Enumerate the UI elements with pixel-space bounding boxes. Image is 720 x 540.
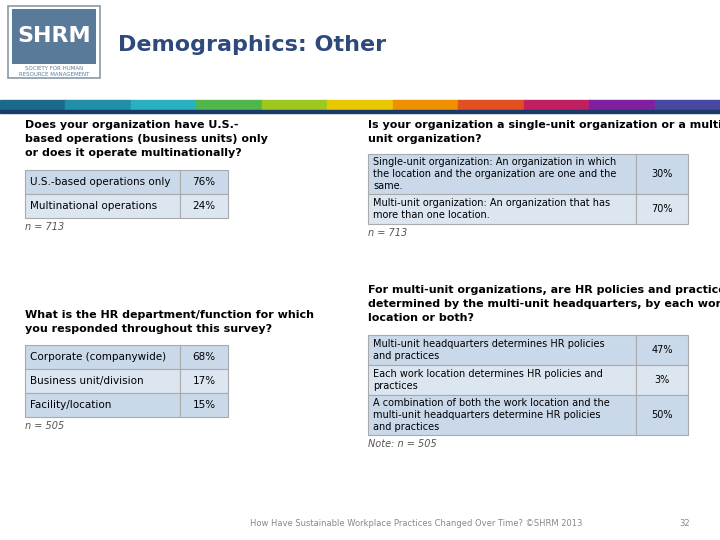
Bar	[25, 393, 180, 417]
Text: Each work location determines HR policies and
practices: Each work location determines HR policie…	[373, 369, 603, 391]
Text: Demographics: Other: Demographics: Other	[118, 35, 386, 55]
Text: Note: n = 505: Note: n = 505	[368, 439, 437, 449]
Text: Is your organization a single-unit organization or a multi-
unit organization?: Is your organization a single-unit organ…	[368, 120, 720, 144]
Bar	[636, 194, 688, 224]
Bar	[180, 369, 228, 393]
Bar	[458, 100, 524, 110]
Bar	[328, 100, 393, 110]
Bar	[180, 194, 228, 218]
Text: 32: 32	[680, 519, 690, 528]
Bar	[368, 154, 636, 194]
Text: n = 713: n = 713	[368, 228, 408, 238]
Text: 68%: 68%	[192, 352, 215, 362]
Text: Multi-unit organization: An organization that has
more than one location.: Multi-unit organization: An organization…	[373, 198, 610, 220]
Bar	[368, 395, 636, 435]
Bar	[25, 170, 180, 194]
Bar	[636, 365, 688, 395]
Text: 47%: 47%	[652, 345, 672, 355]
Bar	[180, 345, 228, 369]
Text: For multi-unit organizations, are HR policies and practices
determined by the mu: For multi-unit organizations, are HR pol…	[368, 285, 720, 323]
Text: n = 505: n = 505	[25, 421, 64, 431]
Bar	[25, 369, 180, 393]
Bar	[523, 100, 590, 110]
Bar	[589, 100, 655, 110]
Bar	[636, 335, 688, 365]
Text: Multinational operations: Multinational operations	[30, 201, 157, 211]
Text: Corporate (companywide): Corporate (companywide)	[30, 352, 166, 362]
Bar	[368, 365, 636, 395]
Text: Facility/location: Facility/location	[30, 400, 112, 410]
Text: 15%: 15%	[192, 400, 215, 410]
Text: Business unit/division: Business unit/division	[30, 376, 143, 386]
Text: 3%: 3%	[654, 375, 670, 385]
Bar	[8, 6, 100, 78]
Text: RESOURCE MANAGEMENT: RESOURCE MANAGEMENT	[19, 71, 89, 77]
Bar	[654, 100, 720, 110]
Bar	[66, 100, 132, 110]
Text: Single-unit organization: An organization in which
the location and the organiza: Single-unit organization: An organizatio…	[373, 157, 616, 191]
Text: 50%: 50%	[652, 410, 672, 420]
Text: 70%: 70%	[652, 204, 672, 214]
Bar	[12, 9, 96, 64]
Text: 24%: 24%	[192, 201, 215, 211]
Bar	[25, 194, 180, 218]
Bar	[0, 110, 720, 113]
Bar	[180, 170, 228, 194]
Bar	[131, 100, 197, 110]
Text: SHRM: SHRM	[17, 26, 91, 46]
Text: Multi-unit headquarters determines HR policies
and practices: Multi-unit headquarters determines HR po…	[373, 339, 605, 361]
Bar	[0, 0, 720, 100]
Bar	[262, 100, 328, 110]
Bar	[636, 395, 688, 435]
Bar	[180, 393, 228, 417]
Bar	[0, 100, 66, 110]
Bar	[636, 154, 688, 194]
Text: A combination of both the work location and the
multi-unit headquarters determin: A combination of both the work location …	[373, 397, 610, 433]
Bar	[368, 335, 636, 365]
Text: n = 713: n = 713	[25, 222, 64, 232]
Text: Does your organization have U.S.-
based operations (business units) only
or does: Does your organization have U.S.- based …	[25, 120, 268, 158]
Text: U.S.-based operations only: U.S.-based operations only	[30, 177, 171, 187]
Bar	[197, 100, 262, 110]
Bar	[368, 194, 636, 224]
Text: 76%: 76%	[192, 177, 215, 187]
Text: What is the HR department/function for which
you responded throughout this surve: What is the HR department/function for w…	[25, 310, 314, 334]
Bar	[25, 345, 180, 369]
Text: 17%: 17%	[192, 376, 215, 386]
Text: How Have Sustainable Workplace Practices Changed Over Time? ©SHRM 2013: How Have Sustainable Workplace Practices…	[250, 519, 582, 528]
Bar	[392, 100, 459, 110]
Text: SOCIETY FOR HUMAN: SOCIETY FOR HUMAN	[25, 65, 83, 71]
Text: 30%: 30%	[652, 169, 672, 179]
